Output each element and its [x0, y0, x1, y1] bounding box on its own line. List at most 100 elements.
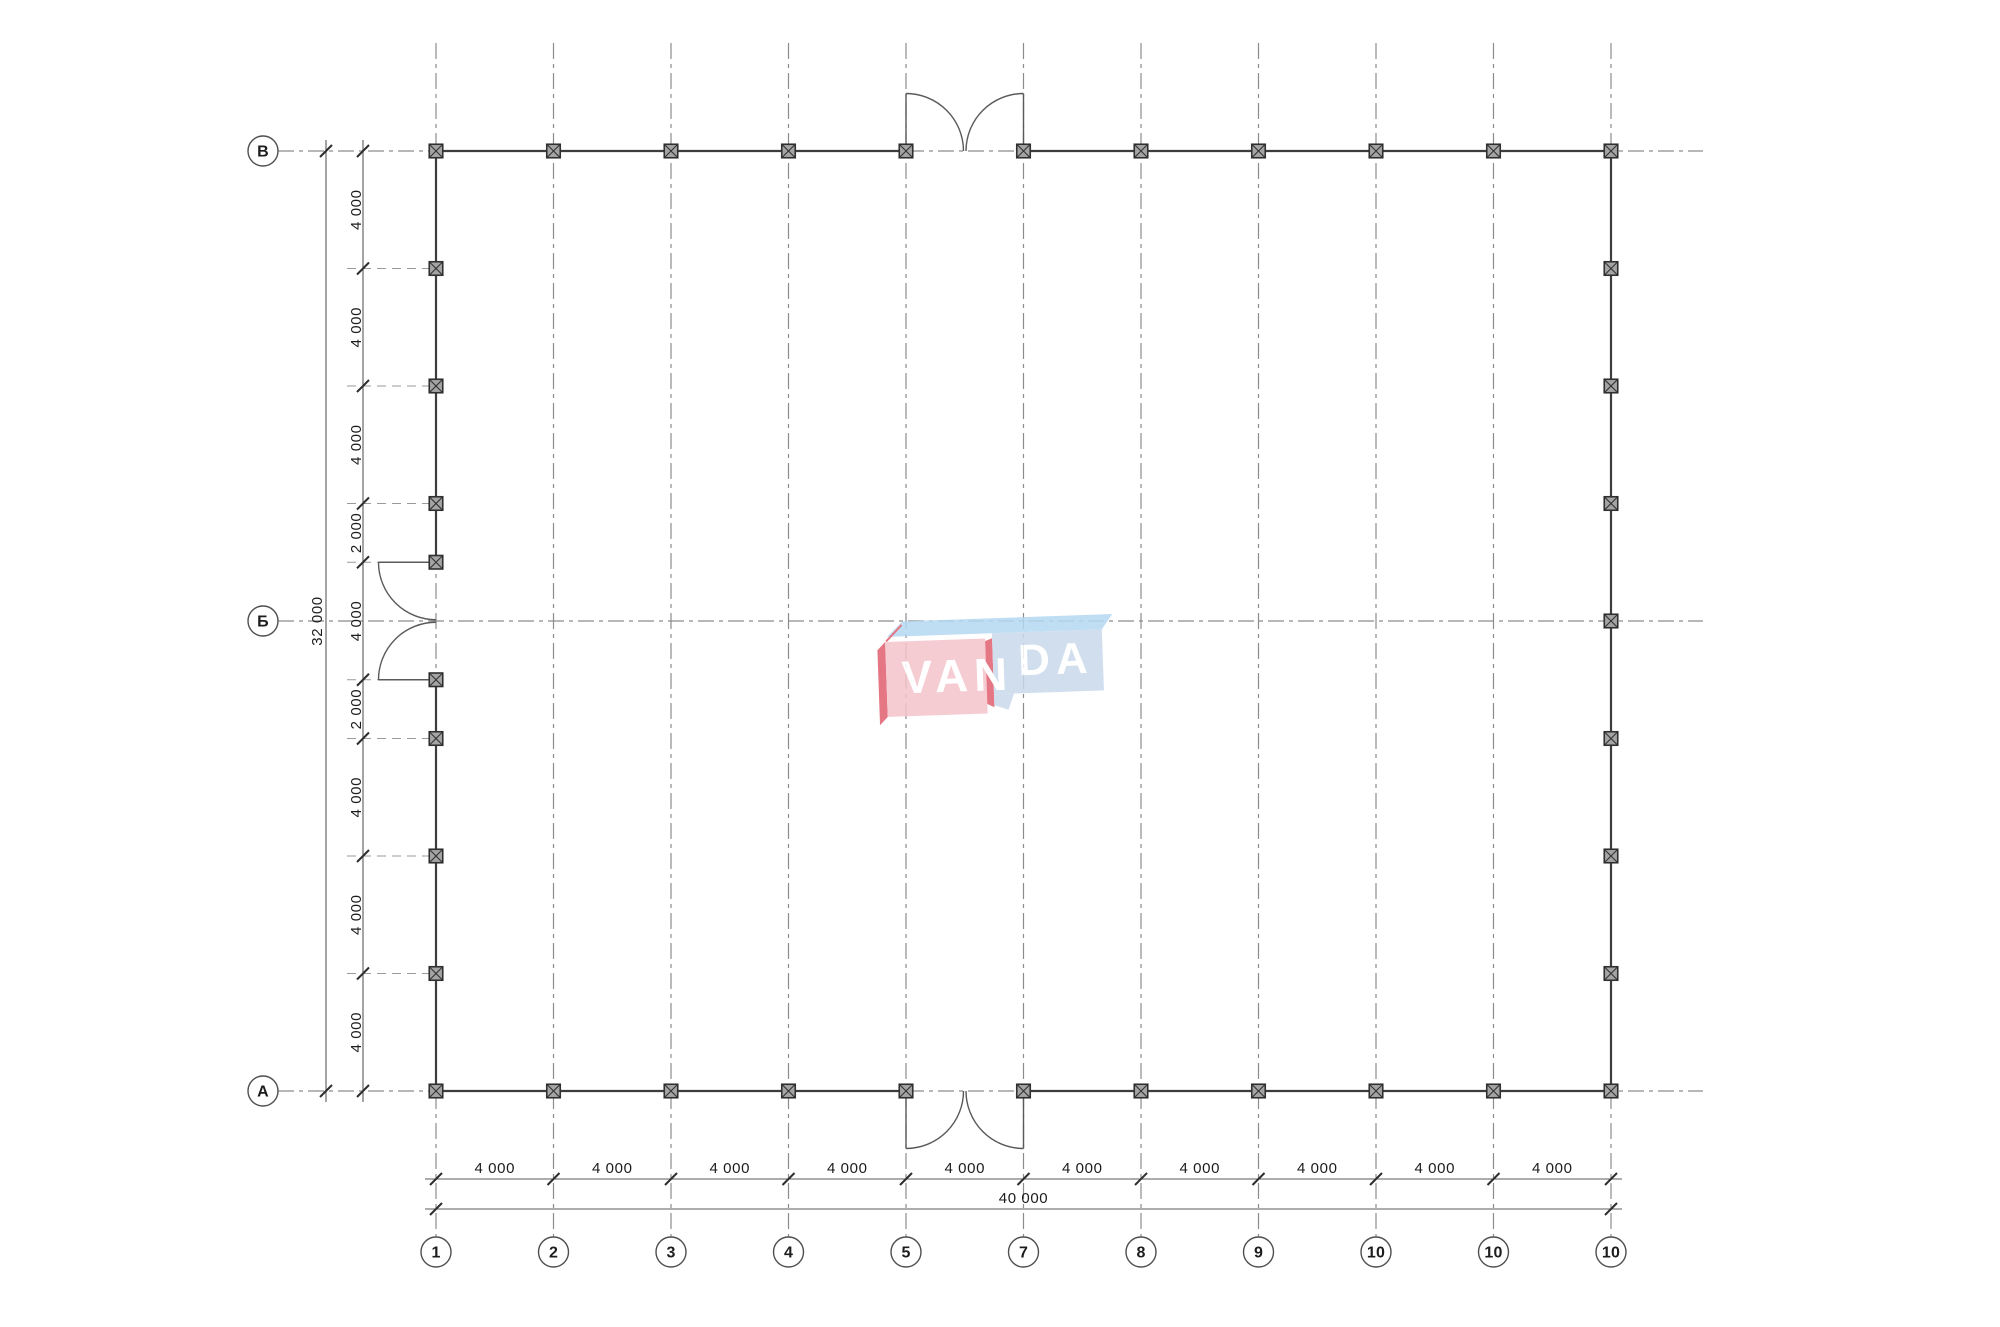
column-hatch-diagonal: [1603, 496, 1619, 511]
dimension-tick: [356, 966, 370, 981]
column-marker: [428, 495, 444, 512]
column-marker: [898, 1083, 914, 1099]
column-hatch-diagonal: [546, 1083, 561, 1099]
dimension-tick: [356, 1084, 370, 1098]
column-hatch-diagonal: [428, 261, 444, 276]
column-hatch-diagonal: [898, 1083, 914, 1099]
dimension-tick-marks: [319, 144, 1618, 1216]
dim-bottom-segment-6: 4 000: [1179, 1160, 1220, 1177]
dim-bottom-segment-5: 4 000: [1062, 1160, 1103, 1177]
dimension-tick: [356, 673, 370, 687]
column-hatch-diagonal: [781, 143, 796, 159]
dim-bottom-segment-0: 4 000: [474, 1160, 515, 1177]
axis-bubble-circle: [247, 605, 279, 637]
dim-bottom-segment-1: 4 000: [592, 1160, 633, 1177]
column-marker: [428, 554, 444, 570]
axis-bubble-circle: [1477, 1236, 1510, 1268]
axis-bubble-label-1: 1: [431, 1245, 440, 1262]
dim-bottom-segment-8: 4 000: [1414, 1160, 1455, 1177]
column-hatch-diagonal: [428, 672, 444, 687]
column-marker: [1603, 260, 1619, 277]
dimension-lines: [325, 140, 1622, 1210]
column-hatch-diagonal: [1251, 1083, 1266, 1099]
axis-bubble-circle: [772, 1236, 805, 1268]
logo-pink-block: [885, 638, 988, 717]
column-hatch-diagonal: [428, 731, 444, 746]
column-marker: [1133, 143, 1149, 159]
axis-bubble: 10: [1595, 1236, 1627, 1268]
column-hatch-diagonal: [428, 966, 444, 981]
column-marker: [428, 378, 444, 394]
axis-bubble-label-2: 2: [549, 1245, 558, 1262]
column-hatch-diagonal: [1133, 143, 1149, 159]
axis-bubble-label-3: 3: [666, 1245, 675, 1262]
column-marker: [1603, 378, 1619, 394]
bottom-double-door: [905, 1090, 1025, 1150]
dimension-tick: [1016, 1172, 1031, 1186]
axis-bubble-circle: [247, 135, 279, 167]
axis-bubble-label-a: А: [257, 1084, 269, 1101]
column-marker: [780, 1083, 797, 1099]
column-hatch-diagonal: [428, 848, 444, 864]
axis-bubble: 2: [537, 1236, 570, 1268]
logo-text-van: VAN: [901, 648, 1014, 704]
axis-bubble: 10: [1360, 1236, 1392, 1268]
axis-bubble-circle: [1595, 1236, 1627, 1268]
dim-left-segment-7: 4 000: [348, 894, 365, 935]
column-marker: [1603, 613, 1619, 629]
column-marker: [428, 1083, 444, 1099]
axis-bubble-label-8: 8: [1136, 1245, 1145, 1262]
dimension-tick: [1604, 1202, 1618, 1216]
left-axis-bubbles: В Б А: [247, 135, 279, 1107]
column-marker: [428, 260, 444, 277]
axis-bubble-circle: [890, 1236, 922, 1268]
dimension-tick: [1604, 1172, 1618, 1186]
column-marker: [1015, 143, 1032, 159]
column-marker: [1133, 1083, 1149, 1099]
column-marker: [663, 143, 679, 159]
column-hatch-diagonal: [428, 143, 444, 159]
axis-bubble-label-4: 4: [784, 1245, 793, 1262]
column-marker: [545, 143, 562, 159]
dimension-tick: [356, 379, 370, 393]
column-hatch-diagonal: [1368, 1083, 1384, 1099]
logo-red-left-bevel: [877, 641, 888, 726]
dim-bottom-segment-2: 4 000: [709, 1160, 750, 1177]
dim-left-segment-5: 2 000: [348, 689, 365, 730]
dimension-tick: [1369, 1172, 1383, 1186]
dimension-tick: [664, 1172, 678, 1186]
column-hatch-diagonal: [428, 378, 444, 394]
dim-bottom-segment-9: 4 000: [1532, 1160, 1573, 1177]
column-marker: [1603, 848, 1619, 864]
column-marker: [1368, 1083, 1384, 1099]
dim-left-segment-6: 4 000: [348, 777, 365, 818]
dim-left-segment-1: 4 000: [348, 307, 365, 348]
column-hatch-diagonal: [1016, 1083, 1031, 1099]
column-hatch-diagonal: [1603, 261, 1619, 276]
axis-bubble: 3: [655, 1236, 687, 1268]
column-marker: [1368, 143, 1384, 159]
column-marker: [1603, 143, 1619, 159]
column-hatch-diagonal: [1603, 848, 1619, 864]
axis-bubble-label-10b: 10: [1484, 1245, 1502, 1262]
column-marker: [1485, 1083, 1502, 1099]
dim-left-total: 32 000: [309, 596, 326, 645]
axis-bubble-circle: [1125, 1236, 1157, 1268]
axis-bubble: 10: [1477, 1236, 1510, 1268]
dim-left-segment-4: 4 000: [348, 601, 365, 642]
dim-left-segment-3: 2 000: [348, 513, 365, 554]
column-marker: [1603, 730, 1619, 747]
dimension-tick: [356, 144, 370, 158]
column-marker: [428, 965, 444, 982]
column-marker: [898, 143, 914, 159]
axis-bubble: В: [247, 135, 279, 167]
column-hatch-diagonal: [1603, 966, 1619, 981]
logo-text-da: DA: [1017, 634, 1094, 686]
column-hatch-diagonal: [1603, 143, 1619, 159]
column-hatch-diagonal: [663, 1083, 679, 1099]
doors: [377, 92, 1025, 1150]
axis-bubble-circle: [1242, 1236, 1275, 1268]
left-double-door: [377, 561, 437, 681]
column-marker: [1015, 1083, 1032, 1099]
